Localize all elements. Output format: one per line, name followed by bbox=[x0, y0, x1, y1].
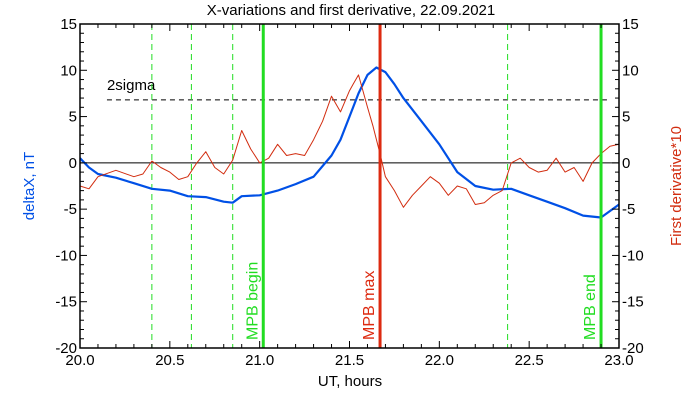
marker-label: MPB max bbox=[361, 271, 378, 340]
x-tick-label: 21.0 bbox=[245, 352, 274, 369]
y-tick-label-right: 15 bbox=[622, 16, 639, 33]
y-tick-label-right: -20 bbox=[622, 340, 644, 357]
series-line-derivative bbox=[79, 74, 620, 208]
x-tick-label: 20.5 bbox=[155, 352, 184, 369]
y-tick-label-right: -15 bbox=[622, 294, 644, 311]
y-tick-label-left: 15 bbox=[60, 16, 77, 33]
series-line-deltaX bbox=[79, 66, 620, 219]
marker-label: MPB begin bbox=[244, 262, 261, 340]
y-tick-label-right: -5 bbox=[622, 201, 635, 218]
chart-title: X-variations and first derivative, 22.09… bbox=[207, 2, 496, 19]
y-tick-label-left: -5 bbox=[64, 201, 77, 218]
y-axis-label-right: First derivative*10 bbox=[668, 126, 685, 246]
y-axis-label-left: deltaX, nT bbox=[21, 152, 38, 220]
y-tick-label-left: 10 bbox=[60, 62, 77, 79]
y-tick-label-left: -20 bbox=[55, 340, 77, 357]
y-tick-label-left: -15 bbox=[55, 294, 77, 311]
y-tick-label-left: -10 bbox=[55, 247, 77, 264]
marker-label: MPB end bbox=[582, 274, 599, 340]
y-tick-label-right: 0 bbox=[622, 155, 630, 172]
y-tick-label-left: 0 bbox=[69, 155, 77, 172]
x-tick-label: 23.0 bbox=[604, 352, 633, 369]
x-tick-label: 21.5 bbox=[335, 352, 364, 369]
y-tick-label-right: -10 bbox=[622, 247, 644, 264]
x-tick-label: 22.0 bbox=[425, 352, 454, 369]
threshold-label: 2sigma bbox=[107, 77, 156, 94]
y-tick-label-left: 5 bbox=[69, 109, 77, 126]
y-tick-label-right: 10 bbox=[622, 62, 639, 79]
x-axis-label: UT, hours bbox=[318, 373, 382, 390]
plot-frame bbox=[79, 23, 620, 349]
x-tick-label: 20.0 bbox=[65, 352, 94, 369]
x-tick-label: 22.5 bbox=[515, 352, 544, 369]
y-tick-label-right: 5 bbox=[622, 109, 630, 126]
